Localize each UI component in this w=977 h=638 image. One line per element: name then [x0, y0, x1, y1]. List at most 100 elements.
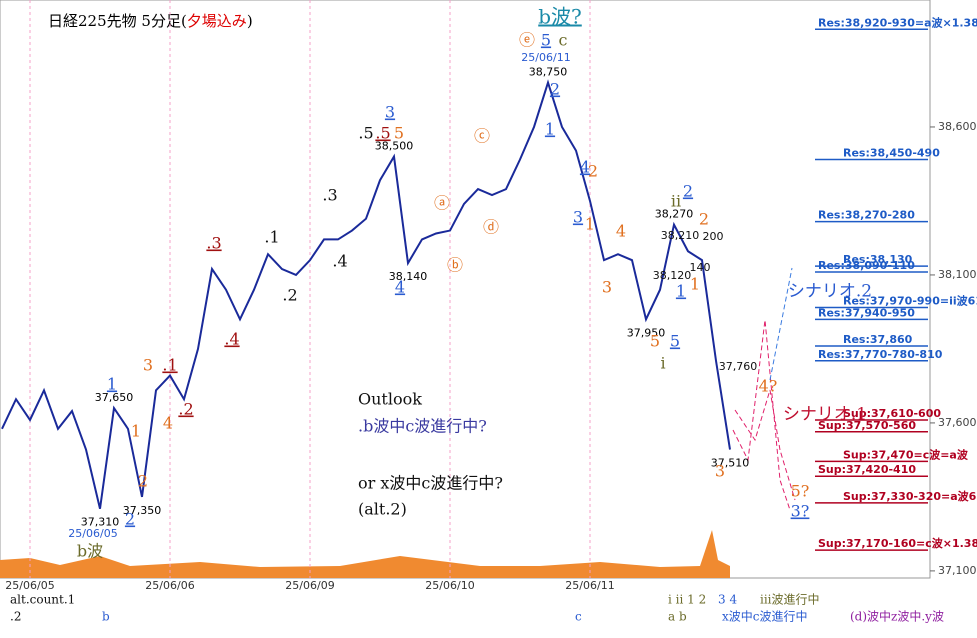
footer-text: c: [575, 610, 582, 624]
level-label: Sup:37,570-560: [818, 419, 916, 432]
level-label: Res:38,920-930=a波×1.382=a波: [818, 15, 977, 29]
wave-label: .1: [162, 356, 177, 375]
footer-text: 3 4: [718, 593, 737, 607]
wave-label: 25/06/11: [521, 51, 570, 64]
wave-label: .3: [206, 234, 221, 253]
y-tick-label: 38,600: [938, 120, 977, 133]
wave-label: 200: [703, 230, 724, 243]
price-label: 38,270: [655, 208, 694, 221]
level-label: Sup:37,420-410: [818, 463, 916, 476]
outlook-text: .b波中c波進行中?: [358, 417, 487, 436]
wave-label: 5: [650, 332, 660, 351]
wave-label: ⓓ: [483, 218, 499, 237]
wave-label: .4: [332, 252, 347, 271]
wave-label: シナリオ.2: [788, 282, 872, 302]
wave-label: .2: [282, 286, 297, 305]
wave-label: 1: [131, 422, 141, 441]
level-label: Res:38,270-280: [818, 209, 915, 222]
price-label: 37,350: [123, 504, 162, 517]
outlook-text: (alt.2): [358, 500, 407, 519]
wave-label: 2: [683, 182, 693, 201]
wave-label: 3: [385, 103, 395, 122]
wave-label: 3?: [791, 502, 810, 521]
footer-text: x波中c波進行中: [722, 609, 808, 624]
wave-label: 3: [573, 208, 583, 227]
outlook-text: Outlook: [358, 390, 422, 409]
wave-label: 4: [163, 414, 173, 433]
x-tick-label: 25/06/10: [425, 579, 474, 592]
price-label: 37,950: [627, 326, 666, 339]
x-tick-label: 25/06/05: [5, 579, 54, 592]
wave-label: 140: [690, 261, 711, 274]
price-label: 37,650: [95, 391, 134, 404]
footer-text: a b: [668, 610, 687, 624]
wave-label: 25/06/05: [68, 527, 117, 540]
footer-text: (d)波中z波中.y波: [850, 609, 944, 624]
wave-label: 4: [580, 158, 590, 177]
wave-label: .5: [358, 124, 373, 143]
level-label: Res:37,770-780-810: [818, 348, 943, 361]
wave-label: 2: [550, 80, 560, 99]
wave-label: 5: [541, 31, 551, 50]
chart-title: 日経225先物 5分足(夕場込み): [48, 12, 253, 30]
wave-label: ⓔ: [519, 31, 535, 50]
wave-label: 38,210: [661, 229, 700, 242]
wave-label: .5: [375, 124, 390, 143]
wave-label: .1: [264, 228, 279, 247]
footer-text: iii波進行中: [760, 592, 820, 607]
wave-label: b波: [77, 542, 103, 561]
price-label: 38,500: [375, 140, 414, 153]
wave-label: .2: [178, 400, 193, 419]
level-label: Res:37,940-950: [818, 306, 915, 319]
wave-label: 1: [585, 215, 595, 234]
wave-label: 1: [545, 120, 555, 139]
level-label: Res:38,450-490: [843, 147, 940, 160]
level-label: Res:38,090-110: [818, 259, 915, 272]
x-tick-label: 25/06/06: [145, 579, 194, 592]
wave-label: 2: [138, 472, 148, 491]
wave-label: シナリオ.1: [783, 405, 867, 425]
wave-label: i: [660, 354, 665, 373]
y-tick-label: 38,100: [938, 268, 977, 281]
wave-label: ii: [671, 192, 681, 211]
wave-label: 2: [588, 162, 598, 181]
level-label: Res:37,860: [843, 333, 913, 346]
wave-label: 5?: [791, 482, 810, 501]
wave-label: 4?: [759, 377, 778, 396]
footer-text: .2: [10, 610, 21, 624]
level-label: Res:38,130: [843, 253, 913, 266]
wave-label: c: [559, 31, 568, 50]
wave-label: 3: [143, 356, 153, 375]
footer-text: b: [102, 610, 110, 624]
wave-label: 2: [699, 210, 709, 229]
wave-label: 37,760: [719, 360, 758, 373]
wave-label: b波?: [538, 5, 582, 29]
scenario-lines: [732, 267, 796, 511]
wave-label: ⓐ: [434, 194, 450, 213]
footer-text: i ii 1 2: [668, 593, 706, 607]
wave-label: .3: [322, 186, 337, 205]
price-label: 38,750: [529, 66, 568, 79]
wave-label: 4: [616, 222, 626, 241]
level-label: Sup:37,470=c波=a波: [843, 447, 969, 461]
wave-label: .4: [224, 330, 239, 349]
wave-label: ⓒ: [474, 127, 490, 146]
price-line: [1, 79, 731, 509]
wave-label: 1: [107, 375, 117, 394]
wave-label: 3: [715, 462, 725, 481]
wave-label: 1: [676, 282, 686, 301]
level-label: Sup:37,170-160=c波×1.382=iii波: [818, 536, 977, 550]
wave-label: 2: [125, 510, 135, 529]
level-label: Sup:37,610-600: [843, 407, 941, 420]
outlook-text: or x波中c波進行中?: [358, 474, 503, 493]
wave-label: 1: [690, 275, 700, 294]
y-tick-label: 37,100: [938, 564, 977, 577]
x-tick-label: 25/06/11: [565, 579, 614, 592]
price-label: 38,140: [389, 270, 428, 283]
y-tick-label: 37,600: [938, 416, 977, 429]
wave-label: 4: [395, 278, 405, 297]
price-label: 37,310: [81, 516, 120, 529]
x-tick-label: 25/06/09: [285, 579, 334, 592]
